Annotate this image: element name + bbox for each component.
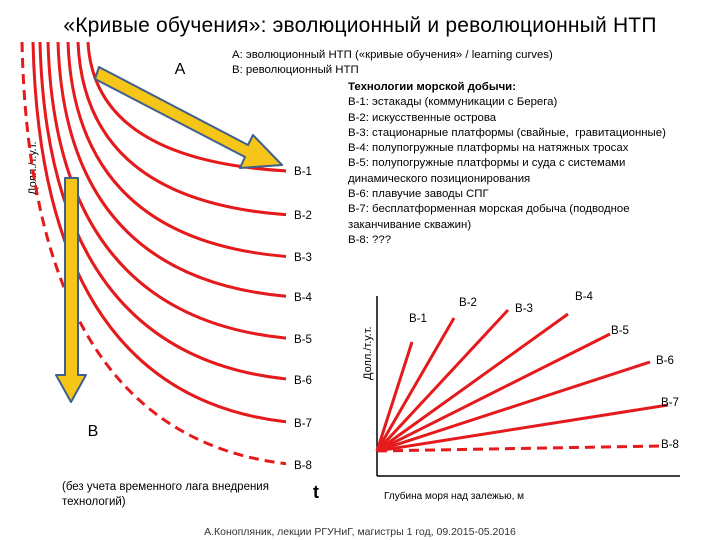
ray-label: В-5 xyxy=(611,325,629,337)
learning-curve xyxy=(38,41,319,383)
technology-list: Технологии морской добычи: В-1: эстакады… xyxy=(348,80,718,248)
right-y-axis-label: Долл./т.у.т. xyxy=(362,326,374,380)
technology-heading: Технологии морской добычи: xyxy=(348,81,516,93)
technology-line: динамического позиционирования xyxy=(348,172,531,185)
technology-line: В-1: эстакады (коммуникации с Берега) xyxy=(348,96,558,109)
cost-ray xyxy=(375,308,510,453)
technology-line: В-3: стационарные платформы (свайные, гр… xyxy=(348,126,666,139)
cost-ray xyxy=(376,403,669,453)
curve-label: В-1 xyxy=(294,166,312,178)
legend-line-a: А: эволюционный НТП («кривые обучения» /… xyxy=(232,49,553,61)
right-x-axis-label: Глубина моря над залежью, м xyxy=(384,491,525,502)
arrow-a-label: А xyxy=(175,61,186,78)
arrow-a-label-box xyxy=(160,52,202,84)
learning-curve xyxy=(20,41,319,468)
slide-title: «Кривые обучения»: эволюционный и револю… xyxy=(63,14,657,37)
learning-curve xyxy=(31,41,319,426)
legend: А: эволюционный НТП («кривые обучения» /… xyxy=(232,48,718,79)
timing-note: (без учета временного лага внедрения тех… xyxy=(62,481,269,508)
arrow-a xyxy=(94,66,283,169)
curve-label: В-6 xyxy=(294,375,312,387)
curve-label: В-2 xyxy=(294,210,312,222)
ray-label: В-8 xyxy=(661,439,679,451)
cost-ray xyxy=(376,332,611,453)
arrow-b xyxy=(55,177,87,403)
curve-label: В-3 xyxy=(294,252,312,264)
ray-label: В-4 xyxy=(575,291,594,303)
ray-label: В-3 xyxy=(515,303,533,315)
technology-line: В-8: ??? xyxy=(348,233,392,246)
curve-label-bg xyxy=(286,162,320,179)
technology-line: В-6: плавучие заводы СПГ xyxy=(348,188,489,201)
ray-label: В-2 xyxy=(459,297,477,309)
learning-curve xyxy=(76,41,319,218)
curve-label-bg xyxy=(286,371,320,388)
curve-label-bg xyxy=(286,288,320,305)
cost-ray xyxy=(375,341,414,452)
cost-ray xyxy=(375,317,456,452)
ray-label: В-7 xyxy=(661,397,679,409)
technology-line: В-7: бесплатформенная морская добыча (по… xyxy=(348,203,630,216)
cost-ray xyxy=(376,360,651,453)
arrow-b-label: В xyxy=(88,423,99,440)
ray-label: В-6 xyxy=(656,355,674,367)
curve-label: В-5 xyxy=(294,334,312,346)
learning-curve xyxy=(56,41,319,300)
learning-curve-labels: В-1 В-2 В-3 В-4 В-5 В-6 В-7 В-8 xyxy=(286,162,320,473)
technology-line: В-4: полупогружные платформы на натяжных… xyxy=(348,142,629,155)
footer-credit: А.Конопляник, лекции РГУНиГ, магистры 1 … xyxy=(204,526,516,538)
technology-line: В-2: искусственные острова xyxy=(348,111,497,124)
curve-label: В-4 xyxy=(294,292,313,304)
ray-label: В-1 xyxy=(409,313,427,325)
learning-curve xyxy=(86,41,319,174)
curve-label-bg xyxy=(286,206,320,223)
curve-label-bg xyxy=(286,330,320,347)
curve-label: В-8 xyxy=(294,460,312,472)
learning-curve xyxy=(46,41,319,342)
technology-line: В-5: полупогружные платформы и суда с си… xyxy=(348,157,626,170)
cost-rays xyxy=(375,308,669,453)
technology-line: заканчивание скважин) xyxy=(348,218,472,231)
curve-label: В-7 xyxy=(294,418,312,430)
cost-ray-labels: В-1 В-2 В-3 В-4 В-5 В-6 В-7 В-8 xyxy=(409,291,679,451)
learning-curves xyxy=(20,41,319,468)
learning-curve xyxy=(66,41,319,260)
curve-label-bg xyxy=(286,248,320,265)
left-x-axis-label: t xyxy=(313,482,319,502)
legend-line-b: В: революционный НТП xyxy=(232,64,359,77)
cost-ray xyxy=(376,312,569,453)
cost-ray xyxy=(376,444,661,453)
curve-label-bg xyxy=(286,456,320,473)
curve-label-bg xyxy=(286,414,320,431)
